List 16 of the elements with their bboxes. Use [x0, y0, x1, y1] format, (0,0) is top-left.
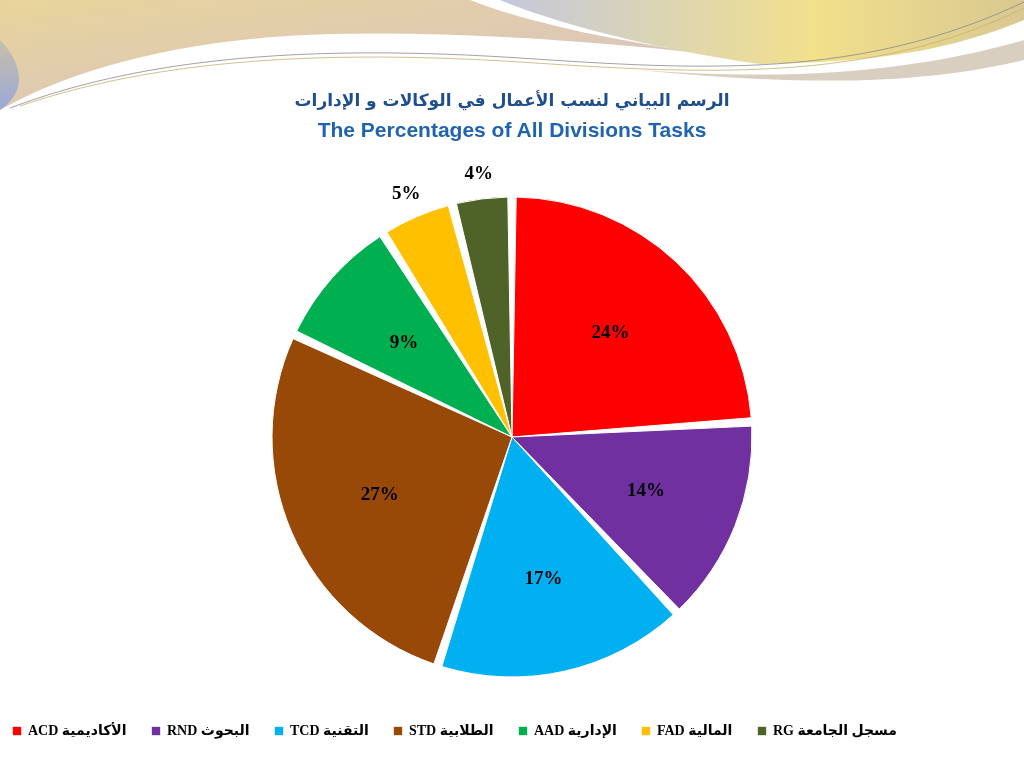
chart-subtitle: The Percentages of All Divisions Tasks — [317, 118, 707, 142]
legend-label: FAD المالية — [657, 723, 733, 738]
legend-label: RND البحوث — [167, 723, 250, 739]
legend-label: TCD التقنية — [290, 723, 369, 738]
legend-label: RG مسجل الجامعة — [773, 723, 897, 738]
data-label: 14% — [626, 479, 665, 501]
data-label: 17% — [524, 566, 563, 588]
data-label: 4% — [464, 162, 493, 184]
legend-label: ACD الأكاديمية — [28, 722, 127, 738]
legend-label: AAD الإدارية — [534, 723, 617, 739]
data-label: 27% — [360, 483, 399, 505]
data-label: 5% — [392, 181, 421, 203]
data-label: 9% — [389, 330, 419, 352]
data-label: 24% — [591, 321, 630, 343]
chart-title: الرسم البياني لنسب الأعمال في الوكالات و الإدارات — [294, 90, 730, 112]
legend-label: STD الطلابية — [409, 723, 494, 738]
